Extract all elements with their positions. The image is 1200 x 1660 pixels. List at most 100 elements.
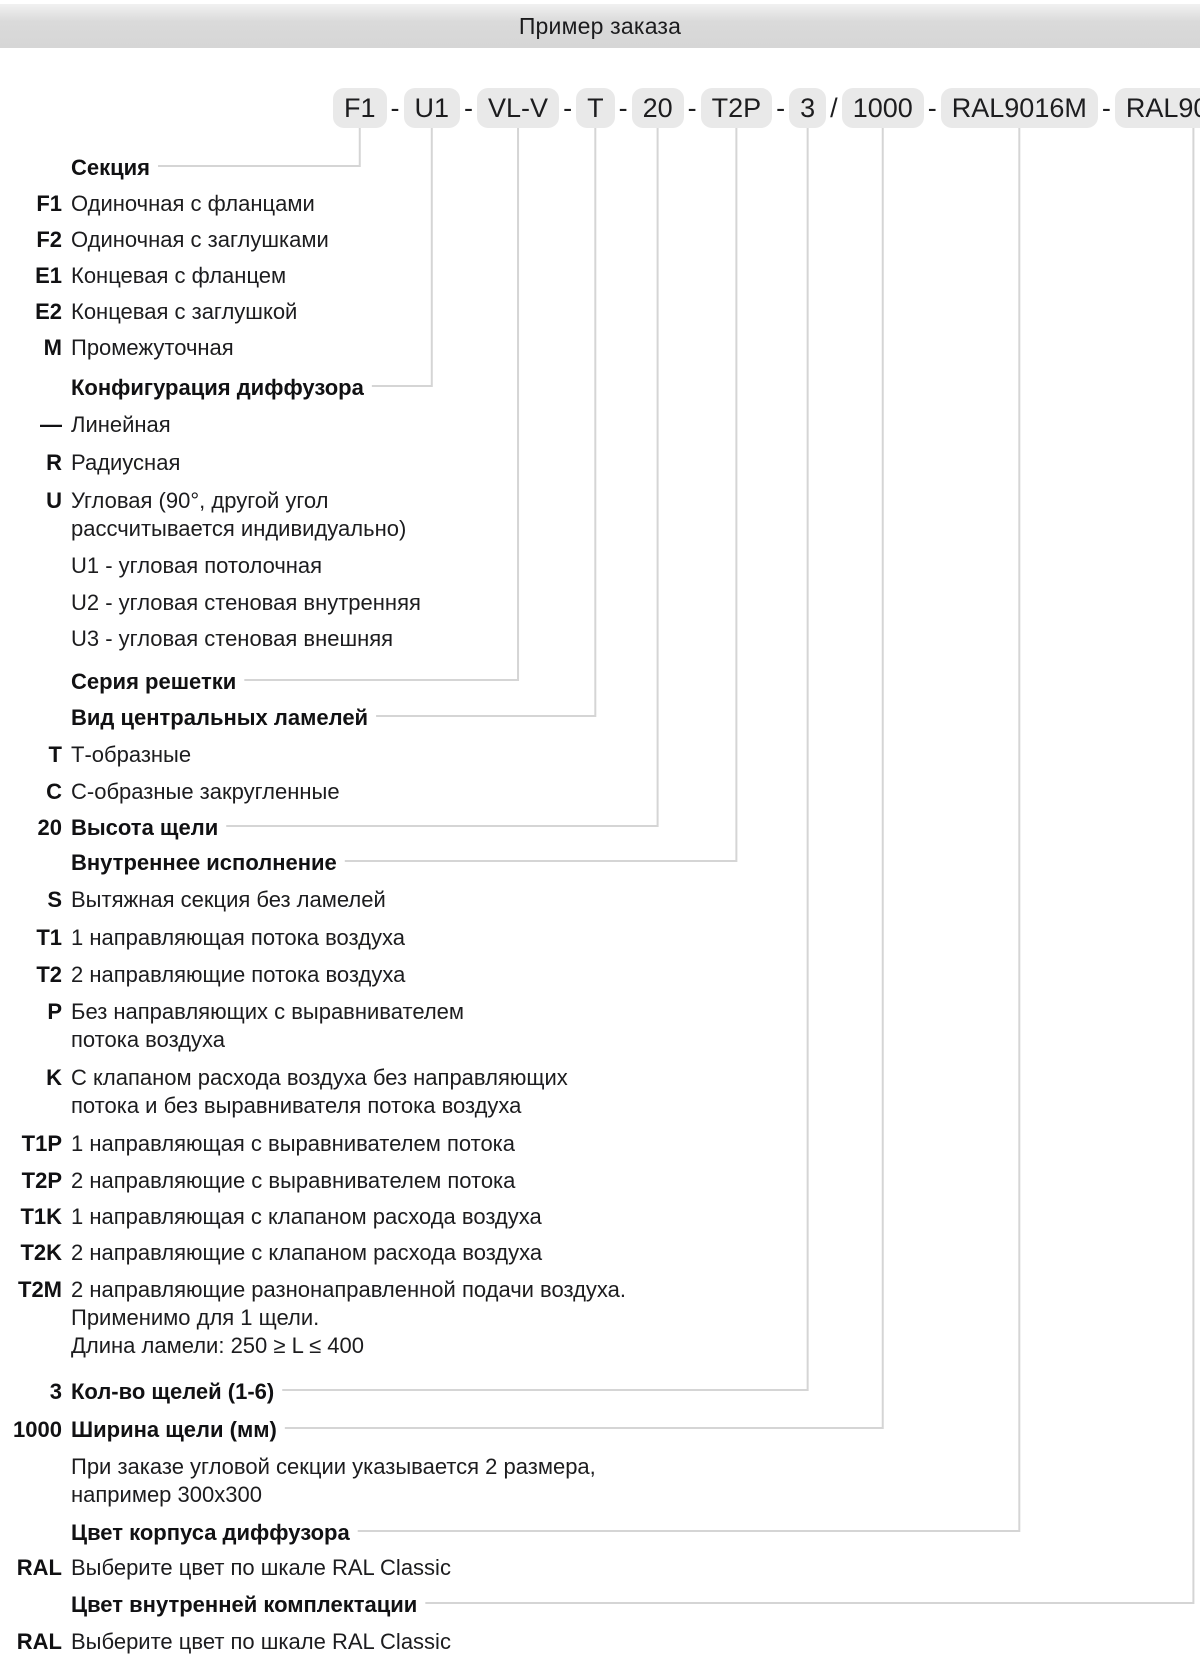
legend-row: T1P 1 направляющая с выравнивателем поток… — [0, 1130, 515, 1158]
row-description: 2 направляющие с выравнивателем потока — [71, 1168, 516, 1193]
legend-row: При заказе угловой секции указывается 2 … — [0, 1453, 596, 1509]
legend-row: F2 Одиночная с заглушками — [0, 226, 328, 254]
row-description: С-образные закругленные — [71, 779, 340, 804]
row-description: Промежуточная — [71, 335, 234, 360]
row-description: U2 - угловая стеновая внутренняя — [71, 590, 421, 615]
row-description: 1 направляющая с клапаном расхода воздух… — [71, 1204, 542, 1229]
row-code: E2 — [35, 299, 62, 324]
row-code: T1 — [36, 925, 62, 950]
page-title: Пример заказа — [518, 12, 682, 39]
row-code: T — [48, 742, 62, 767]
row-description: Вытяжная секция без ламелей — [71, 887, 386, 912]
code-segment-vl-v: VL-V — [477, 88, 560, 128]
row-code: C — [46, 779, 62, 804]
legend-heading-row: Секция — [0, 154, 150, 182]
legend-heading-row: Конфигурация диффузора — [0, 374, 364, 402]
row-code: F2 — [36, 227, 62, 252]
row-description: Линейная — [71, 412, 171, 437]
row-heading-text: Цвет корпуса диффузора — [71, 1520, 350, 1545]
row-code: M — [43, 335, 62, 360]
row-description: Концевая с заглушкой — [71, 299, 298, 324]
legend-row: T2K 2 направляющие с клапаном расхода воз… — [0, 1239, 542, 1267]
row-description: Концевая с фланцем — [71, 263, 287, 288]
row-heading-text: Вид центральных ламелей — [71, 705, 369, 730]
row-description: Угловая (90°, другой угол рассчитывается … — [71, 488, 407, 541]
legend-row: M Промежуточная — [0, 334, 234, 362]
segment-separator: - — [687, 92, 697, 123]
legend-row: R Радиусная — [0, 449, 180, 477]
code-segment-ral9005m: RAL9005M — [1114, 88, 1200, 128]
order-code-row: F1- U1- VL-V - T -20- T2P -3/1000- RAL9016M - RAL9… — [333, 88, 1200, 128]
legend-row: T2 2 направляющие потока воздуха — [0, 961, 405, 989]
row-code: RAL — [16, 1629, 62, 1654]
legend-heading-row: Внутреннее исполнение — [0, 849, 337, 877]
row-code: T1P — [21, 1131, 62, 1156]
legend-row: F1 Одиночная с фланцами — [0, 190, 315, 218]
segment-separator: - — [464, 92, 474, 123]
segment-separator: - — [1101, 92, 1111, 123]
legend-row: RAL Выберите цвет по шкале RAL Classic — [0, 1554, 451, 1582]
code-segment-f1: F1 — [333, 88, 387, 128]
row-description: 2 направляющие потока воздуха — [71, 962, 406, 987]
row-code: RAL — [16, 1555, 62, 1580]
row-code: 20 — [37, 815, 62, 840]
row-code: S — [47, 887, 62, 912]
row-code: R — [46, 450, 62, 475]
row-description: 2 направляющие с клапаном расхода воздух… — [71, 1240, 543, 1265]
legend-row: RAL Выберите цвет по шкале RAL Classic — [0, 1628, 451, 1656]
segment-separator: - — [563, 92, 573, 123]
row-code: — — [40, 412, 62, 437]
legend-heading-row: 3 Кол-во щелей (1-6) — [0, 1378, 274, 1406]
row-code: K — [46, 1065, 62, 1090]
row-description: 1 направляющая с выравнивателем потока — [71, 1131, 516, 1156]
code-segment-1000: 1000 — [841, 88, 924, 128]
code-segment-3: 3 — [789, 88, 827, 128]
legend-row: T1 1 направляющая потока воздуха — [0, 924, 405, 952]
row-heading-text: Цвет внутренней комплектации — [71, 1592, 418, 1617]
row-description: Без направляющих с выравнивателем потока … — [71, 999, 465, 1052]
legend-row: S Вытяжная секция без ламелей — [0, 886, 386, 914]
legend-row: — Линейная — [0, 411, 171, 439]
code-segment-t: T — [576, 88, 615, 128]
row-description: При заказе угловой секции указывается 2 … — [71, 1454, 596, 1507]
legend-row: U Угловая (90°, другой угол рассчитывается… — [0, 487, 406, 543]
legend-heading-row: 1000 Ширина щели (мм) — [0, 1416, 277, 1444]
row-code: F1 — [36, 191, 62, 216]
row-code: T2 — [36, 962, 62, 987]
row-heading-text: Секция — [71, 155, 151, 180]
legend-row: K С клапаном расхода воздуха без направля… — [0, 1064, 568, 1120]
legend-heading-row: Вид центральных ламелей — [0, 704, 368, 732]
row-code: P — [47, 999, 62, 1024]
row-code: E1 — [35, 263, 62, 288]
code-segment-20: 20 — [631, 88, 684, 128]
legend-row: T2M 2 направляющие разнонаправленной пода… — [0, 1276, 626, 1360]
legend-row: U1 - угловая потолочная — [0, 552, 322, 580]
segment-separator: - — [776, 92, 786, 123]
row-description: Радиусная — [71, 450, 181, 475]
row-heading-text: Кол-во щелей (1-6) — [71, 1379, 275, 1404]
legend-row: T Т-образные — [0, 741, 192, 769]
legend-row: T1K 1 направляющая с клапаном расхода воз… — [0, 1203, 542, 1231]
row-heading-text: Внутреннее исполнение — [71, 850, 337, 875]
legend-heading-row: Цвет корпуса диффузора — [0, 1519, 350, 1547]
row-heading-text: Ширина щели (мм) — [71, 1417, 277, 1442]
row-description: Т-образные — [71, 742, 192, 767]
legend-row: E2 Концевая с заглушкой — [0, 298, 297, 326]
row-code: T2K — [20, 1240, 62, 1265]
row-heading-text: Серия решетки — [71, 669, 237, 694]
row-heading-text: Конфигурация диффузора — [71, 375, 364, 400]
legend-row: E1 Концевая с фланцем — [0, 262, 286, 290]
row-heading-text: Высота щели — [71, 815, 219, 840]
segment-separator: - — [618, 92, 628, 123]
row-description: U1 - угловая потолочная — [71, 553, 323, 578]
row-description: С клапаном расхода воздуха без направляю… — [71, 1065, 568, 1118]
row-code: 1000 — [13, 1417, 62, 1442]
row-description: 2 направляющие разнонаправленной подачи … — [71, 1277, 627, 1358]
code-segment-ral9016m: RAL9016M — [940, 88, 1098, 128]
segment-separator: - — [390, 92, 400, 123]
legend-row: P Без направляющих с выравнивателем потока… — [0, 998, 464, 1054]
row-description: Одиночная с фланцами — [71, 191, 315, 216]
row-code: 3 — [49, 1379, 62, 1404]
